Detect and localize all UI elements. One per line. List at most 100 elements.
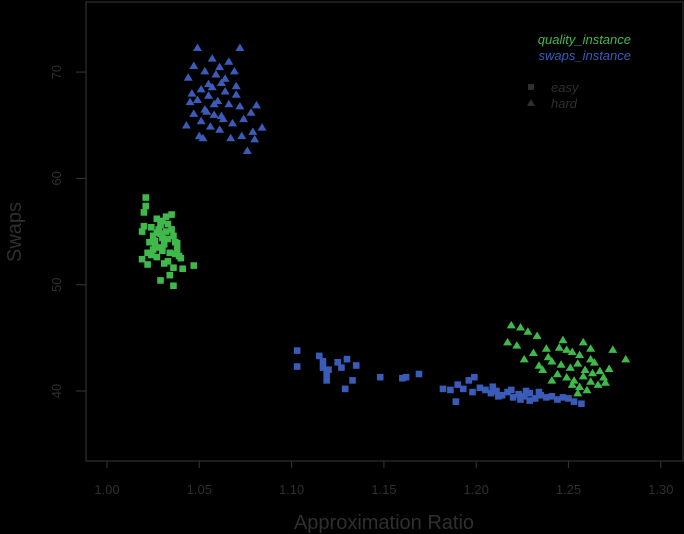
data-point [589, 358, 599, 366]
data-point [459, 385, 467, 393]
data-point [138, 255, 146, 263]
legend-hard: hard [551, 96, 578, 111]
data-point [516, 323, 526, 331]
data-point [153, 253, 161, 261]
data-point [168, 211, 175, 218]
data-point [559, 394, 567, 401]
data-point [554, 396, 561, 403]
data-point [235, 101, 245, 110]
data-point [580, 365, 590, 374]
data-point [562, 345, 572, 353]
data-point [211, 70, 221, 78]
data-point [315, 352, 323, 360]
data-point [565, 363, 575, 371]
data-point [323, 377, 330, 384]
data-point [177, 254, 185, 262]
data-points [138, 43, 631, 408]
data-point [573, 388, 583, 397]
data-point [575, 350, 585, 359]
data-point [402, 373, 410, 381]
x-tick-label: 1.15 [371, 482, 396, 497]
data-point [242, 146, 252, 155]
data-point [578, 400, 585, 408]
data-point [144, 249, 151, 257]
y-tick-label: 70 [49, 65, 64, 79]
data-point [159, 247, 166, 254]
data-point [334, 358, 342, 366]
data-point [562, 372, 572, 381]
data-point [352, 362, 360, 369]
data-point [140, 222, 148, 230]
x-tick-label: 1.25 [556, 482, 581, 497]
series-swaps-instance-hard [181, 43, 267, 155]
data-point [239, 114, 249, 123]
data-point [192, 43, 202, 51]
data-point [146, 238, 153, 246]
data-point [528, 348, 538, 357]
data-point [534, 361, 544, 369]
data-point [216, 111, 226, 119]
legend-quality-instance: quality_instance [538, 32, 631, 47]
data-point [498, 391, 506, 399]
data-point [148, 251, 155, 259]
data-point [503, 337, 513, 346]
y-tick-label: 60 [49, 171, 64, 185]
data-point [447, 386, 454, 394]
y-tick-label: 40 [49, 384, 64, 398]
data-point [231, 81, 241, 90]
y-tick-label: 50 [49, 277, 64, 291]
data-point [148, 223, 155, 231]
legend: quality_instance swaps_instance easy har… [527, 32, 631, 111]
data-point [226, 133, 236, 142]
data-point [520, 393, 528, 400]
data-point [567, 380, 577, 388]
data-point [495, 393, 502, 400]
data-point [189, 109, 199, 117]
data-point [173, 246, 181, 253]
data-point [170, 232, 177, 240]
data-point [159, 234, 166, 242]
data-point [166, 249, 174, 257]
data-point [224, 57, 234, 65]
data-point [489, 383, 497, 391]
data-point [209, 110, 219, 118]
data-point [149, 246, 157, 253]
x-tick-label: 1.20 [464, 482, 489, 497]
data-point [526, 397, 534, 404]
triangle-marker-icon [527, 99, 535, 106]
data-point [573, 359, 583, 367]
data-point [604, 364, 614, 372]
data-point [512, 341, 522, 349]
data-point [515, 390, 522, 398]
data-point [181, 121, 191, 129]
data-point [202, 107, 212, 115]
data-point [204, 91, 214, 99]
data-point [142, 194, 150, 201]
data-point [231, 90, 241, 98]
data-point [252, 100, 262, 109]
data-point [155, 244, 162, 251]
data-point [142, 202, 150, 210]
data-point [144, 261, 151, 268]
data-point [323, 370, 330, 378]
data-point [172, 238, 179, 246]
data-point [200, 66, 210, 75]
data-point [587, 368, 597, 377]
data-point [476, 384, 484, 392]
data-point [504, 388, 511, 396]
data-point [157, 277, 164, 284]
data-point [170, 282, 177, 290]
data-point [575, 382, 585, 391]
data-point [151, 237, 159, 245]
data-point [454, 381, 462, 388]
data-point [246, 108, 256, 116]
data-point [522, 387, 530, 395]
data-point [338, 364, 345, 371]
data-point [293, 347, 301, 354]
data-point [168, 226, 175, 233]
data-point [220, 87, 230, 95]
data-point [160, 260, 168, 267]
data-point [319, 357, 327, 365]
series-swaps-instance-easy [293, 347, 585, 408]
